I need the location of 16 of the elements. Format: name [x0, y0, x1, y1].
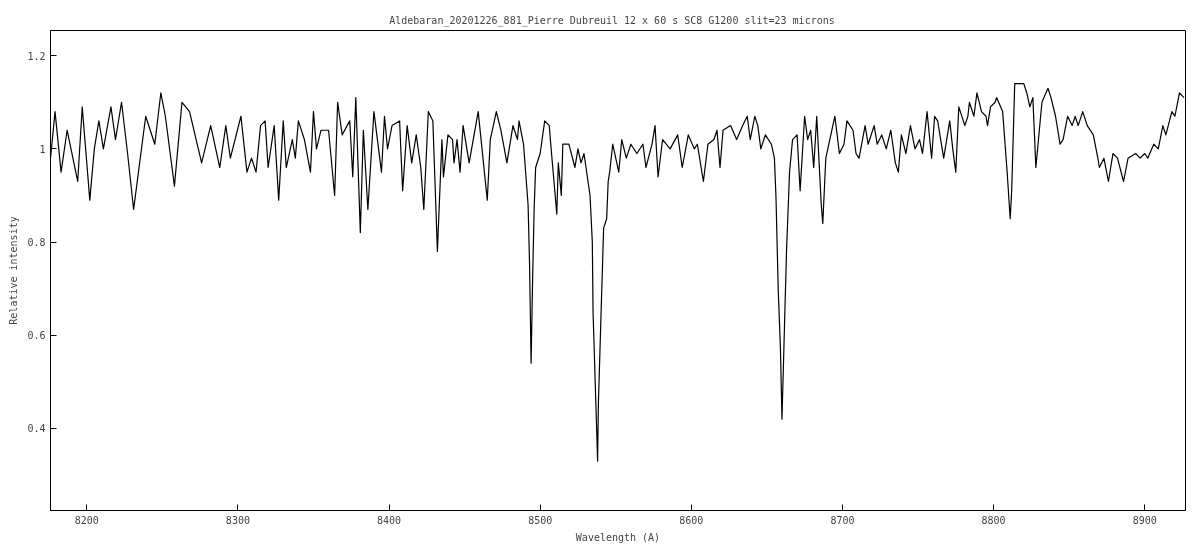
x-tick-label: 8700 [830, 514, 855, 526]
y-tick-label: 0.4 [27, 423, 46, 435]
y-axis-title: Relative intensity [8, 216, 20, 325]
y-tick-label: 1 [39, 143, 46, 155]
x-tick-label: 8400 [376, 514, 402, 526]
chart-title: Aldebaran_20201226_881_Pierre Dubreuil 12 x 60 s SC8 G1200 slit=23 microns [389, 14, 835, 27]
y-tick-label: 0.8 [27, 237, 46, 249]
y-tick-label: 1.2 [27, 50, 46, 62]
x-tick-label: 8500 [528, 514, 553, 526]
x-tick-label: 8300 [225, 514, 250, 526]
x-axis-title: Wavelength (A) [575, 531, 661, 543]
x-tick-label: 8800 [981, 514, 1006, 526]
x-tick-label: 8200 [74, 514, 99, 526]
x-tick-label: 8600 [679, 514, 704, 526]
x-tick-label: 8900 [1132, 514, 1157, 526]
y-tick-label: 0.6 [27, 330, 46, 342]
